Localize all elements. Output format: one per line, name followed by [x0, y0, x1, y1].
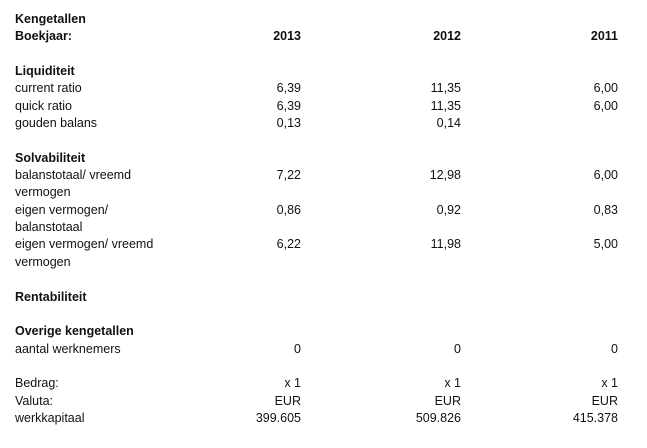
- data-row: gouden balans 0,13 0,14: [0, 115, 647, 132]
- row-label: Overige kengetallen: [15, 324, 134, 339]
- spacer: [0, 271, 647, 288]
- row-label: quick ratio: [15, 98, 72, 113]
- header-row: Boekjaar: 2013 2012 2011: [0, 28, 647, 45]
- cell-value: 11,35: [430, 81, 461, 96]
- cell-value: 11,98: [430, 237, 461, 252]
- row-label: Bedrag:: [15, 376, 59, 391]
- data-row: current ratio 6,39 11,35 6,00: [0, 80, 647, 97]
- cell-value: 2013: [273, 29, 301, 44]
- data-row: eigen vermogen/ vreemd vermogen 6,22 11,98…: [0, 236, 647, 271]
- cell-value: 11,35: [430, 98, 461, 113]
- row-label: aantal werknemers: [15, 341, 121, 356]
- cell-value: 6,00: [593, 168, 618, 183]
- cell-value: x 1: [444, 376, 461, 391]
- cell-value: 6,00: [593, 81, 618, 96]
- cell-value: 0,83: [593, 202, 618, 217]
- row-label: Boekjaar:: [15, 29, 72, 44]
- data-row: aantal werknemers 0 0 0: [0, 341, 647, 358]
- cell-value: 0,92: [436, 202, 461, 217]
- cell-value: EUR: [434, 393, 461, 408]
- row-label: Solvabiliteit: [15, 150, 86, 165]
- footer-row: Bedrag: x 1 x 1 x 1: [0, 375, 647, 392]
- row-label: Rentabiliteit: [15, 289, 87, 304]
- section-title: Overige kengetallen: [0, 323, 647, 340]
- section-title: Liquiditeit: [0, 63, 647, 80]
- cell-value: x 1: [601, 376, 618, 391]
- cell-value: 2011: [590, 29, 618, 44]
- cell-value: 0,86: [276, 202, 301, 217]
- row-label: werkkapitaal: [15, 410, 85, 425]
- cell-value: EUR: [274, 393, 301, 408]
- cell-value: 0: [611, 341, 618, 356]
- spacer: [0, 358, 647, 375]
- section-title: Solvabiliteit: [0, 150, 647, 167]
- cell-value: x 1: [284, 376, 301, 391]
- cell-value: 12,98: [429, 168, 461, 183]
- row-label: gouden balans: [15, 116, 98, 131]
- cell-value: 6,39: [276, 81, 301, 96]
- row-label: current ratio: [15, 81, 82, 96]
- cell-value: 5,00: [593, 237, 618, 252]
- cell-value: 6,39: [276, 98, 301, 113]
- cell-value: 0: [454, 341, 461, 356]
- footer-row: werkkapitaal 399.605 509.826 415.378: [0, 410, 647, 427]
- cell-value: 7,22: [276, 168, 301, 183]
- row-label: balanstotaal/ vreemd vermogen: [15, 168, 132, 200]
- cell-value: 509.826: [415, 410, 461, 425]
- spacer: [0, 306, 647, 323]
- cell-value: EUR: [591, 393, 618, 408]
- cell-value: 0,14: [436, 116, 461, 131]
- cell-value: 2012: [433, 29, 461, 44]
- spacer: [0, 46, 647, 63]
- section-title: Rentabiliteit: [0, 289, 647, 306]
- footer-row: Valuta: EUR EUR EUR: [0, 393, 647, 410]
- data-row: quick ratio 6,39 11,35 6,00: [0, 98, 647, 115]
- cell-value: 399.605: [255, 410, 301, 425]
- spacer: [0, 132, 647, 149]
- row-label: Valuta:: [15, 393, 53, 408]
- row-label: eigen vermogen/ balanstotaal: [15, 202, 109, 235]
- doc-title: Kengetallen: [0, 11, 647, 28]
- cell-value: 0: [294, 341, 301, 356]
- row-label: Liquiditeit: [15, 64, 75, 79]
- row-label: eigen vermogen/ vreemd vermogen: [15, 237, 154, 269]
- cell-value: 0,13: [276, 116, 301, 131]
- data-row: eigen vermogen/ balanstotaal 0,86 0,92 0,83: [0, 202, 647, 237]
- cell-value: 6,00: [593, 98, 618, 113]
- cell-value: 6,22: [276, 237, 301, 252]
- cell-value: 415.378: [572, 410, 618, 425]
- data-row: balanstotaal/ vreemd vermogen 7,22 12,98 6,…: [0, 167, 647, 202]
- row-label: Kengetallen: [15, 12, 86, 26]
